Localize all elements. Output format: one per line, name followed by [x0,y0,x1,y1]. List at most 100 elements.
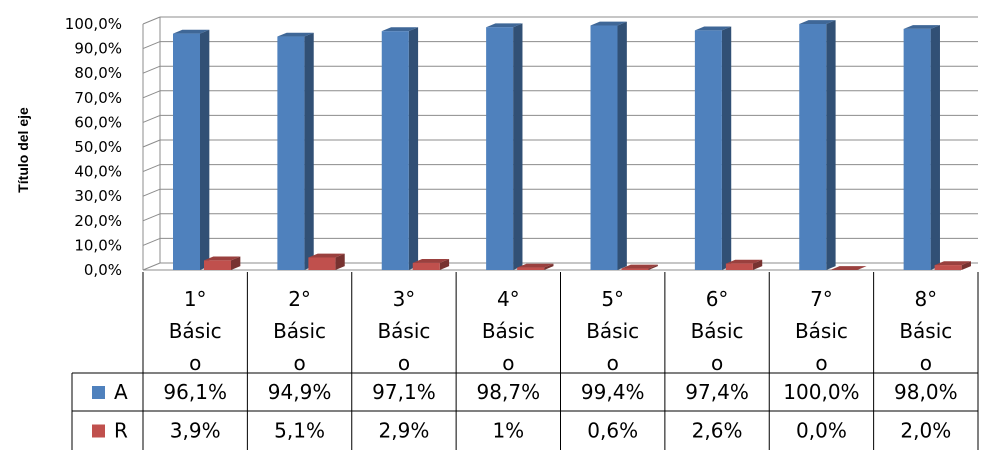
bar-R-6 [725,259,763,270]
bar-top [173,29,210,34]
bar-top [903,25,940,29]
y-tick-label: 50,0% [74,138,122,156]
gridline-side [142,114,161,123]
bar-top [621,264,658,269]
bar-side [335,253,345,270]
category-label: Básic [795,319,848,343]
bar-front [934,265,962,270]
bar-front [173,33,200,271]
bar-R-4 [517,263,554,270]
data-label-R-5: 0,6% [587,419,638,443]
legend-label-A: A [114,380,128,404]
data-label-A-4: 98,7% [477,380,541,404]
data-label-R-4: 1% [492,419,524,443]
y-tick-label: 20,0% [74,212,122,230]
category-label: o [607,351,619,375]
category-label: 5° [601,287,624,311]
data-label-R-8: 2,0% [900,419,951,443]
bar-side [200,29,210,270]
category-label: Básic [586,319,639,343]
bar-top [799,20,836,24]
bar-A-7 [799,20,836,271]
bar-top [204,256,241,261]
bar-front [486,27,514,271]
bar-side [513,23,523,271]
bar-side [304,32,314,270]
data-label-R-2: 5,1% [274,419,325,443]
bar-front [277,36,305,270]
bar-front [725,263,753,270]
y-tick-label: 90,0% [74,40,122,58]
category-label: 3° [393,287,416,311]
bar-side [930,25,940,270]
bar-top [486,23,523,28]
category-label: Básic [273,319,326,343]
gridline-side [142,65,161,74]
category-label: 2° [288,287,311,311]
bar-side [648,264,658,270]
bar-R-1 [204,256,241,270]
category-label: Básic [691,319,744,343]
bar-front [903,28,931,271]
gridlines [142,16,978,271]
bar-top [308,253,345,258]
data-label-A-3: 97,1% [372,380,436,404]
bar-R-5 [621,264,658,270]
bar-top [934,261,971,266]
gridline-side [142,90,161,99]
bar-A-1 [173,29,210,271]
bar-front [694,30,722,271]
bar-top [590,21,627,26]
gridline-side [142,16,161,25]
category-label: o [502,351,514,375]
bar-top [517,263,554,268]
bar-front [381,31,409,270]
bar-front [799,24,827,270]
data-label-R-1: 3,9% [170,419,221,443]
y-axis-ticks: 0,0% 10,0% 20,0% 30,0% 40,0% 50,0% 60,0% 70,0% 8… [65,15,122,279]
gridline-side [142,213,161,222]
data-label-A-1: 96,1% [163,380,227,404]
gridline-side [142,262,161,271]
bar-top [277,32,314,37]
category-label: 1° [184,287,207,311]
data-label-R-3: 2,9% [379,419,430,443]
y-axis-title: Título del eje [15,107,31,193]
y-tick-label: 30,0% [74,187,122,205]
bar-R-2 [308,253,345,270]
bar-top [381,27,419,32]
bar-A-8 [903,25,940,271]
bar-front [412,262,440,270]
category-label: o [920,351,932,375]
y-tick-label: 80,0% [74,64,122,82]
bar-side [721,26,732,270]
y-tick-label: 60,0% [74,113,122,131]
y-tick-label: 0,0% [84,261,122,279]
category-label: o [815,351,827,375]
data-table: 1° Básic o 2° Básic o 3° Básic o 4° Básic o 5° Básic o… [71,272,979,450]
category-label: o [398,351,410,375]
bar-top [830,266,867,270]
bar-side [231,256,241,270]
y-tick-label: 70,0% [74,89,122,107]
data-label-A-7: 100,0% [783,380,859,404]
bar-R-8 [934,261,971,270]
gridline-side [142,139,161,148]
bar-R-3 [412,259,450,270]
category-label: 6° [706,287,729,311]
category-label: o [189,351,201,375]
legend-key-A [92,386,105,399]
bar-front [621,268,649,270]
bar-side [752,259,763,270]
bar-front [517,267,545,270]
category-label: Básic [899,319,952,343]
data-label-A-5: 99,4% [581,380,645,404]
bar-side [439,259,450,270]
legend-label-R: R [114,419,128,443]
bar-front [204,260,231,270]
bar-top [694,26,732,31]
data-label-A-6: 97,4% [685,380,749,404]
gridline-side [142,188,161,197]
y-tick-label: 100,0% [65,15,122,33]
